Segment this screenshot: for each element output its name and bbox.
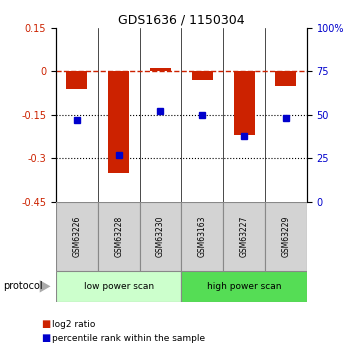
Bar bbox=[150, 68, 171, 71]
Bar bbox=[223, 202, 265, 271]
Text: high power scan: high power scan bbox=[207, 282, 281, 291]
Text: ■: ■ bbox=[42, 319, 51, 329]
Text: log2 ratio: log2 ratio bbox=[52, 320, 96, 329]
Bar bbox=[98, 202, 140, 271]
Text: GSM63163: GSM63163 bbox=[198, 216, 207, 257]
Text: protocol: protocol bbox=[4, 282, 43, 291]
Bar bbox=[181, 271, 307, 302]
Bar bbox=[56, 271, 181, 302]
Bar bbox=[66, 71, 87, 89]
Text: GSM63228: GSM63228 bbox=[114, 216, 123, 257]
Bar bbox=[234, 71, 255, 135]
Text: GSM63229: GSM63229 bbox=[282, 216, 291, 257]
Text: percentile rank within the sample: percentile rank within the sample bbox=[52, 334, 205, 343]
Text: GSM63227: GSM63227 bbox=[240, 216, 249, 257]
Text: GSM63230: GSM63230 bbox=[156, 216, 165, 257]
Bar bbox=[108, 71, 129, 173]
Text: GSM63226: GSM63226 bbox=[72, 216, 81, 257]
Bar bbox=[56, 202, 98, 271]
Bar bbox=[140, 202, 181, 271]
Text: ■: ■ bbox=[42, 333, 51, 343]
Bar bbox=[265, 202, 307, 271]
Text: low power scan: low power scan bbox=[84, 282, 154, 291]
Bar bbox=[275, 71, 296, 86]
Title: GDS1636 / 1150304: GDS1636 / 1150304 bbox=[118, 13, 245, 27]
Bar bbox=[181, 202, 223, 271]
Bar bbox=[192, 71, 213, 80]
